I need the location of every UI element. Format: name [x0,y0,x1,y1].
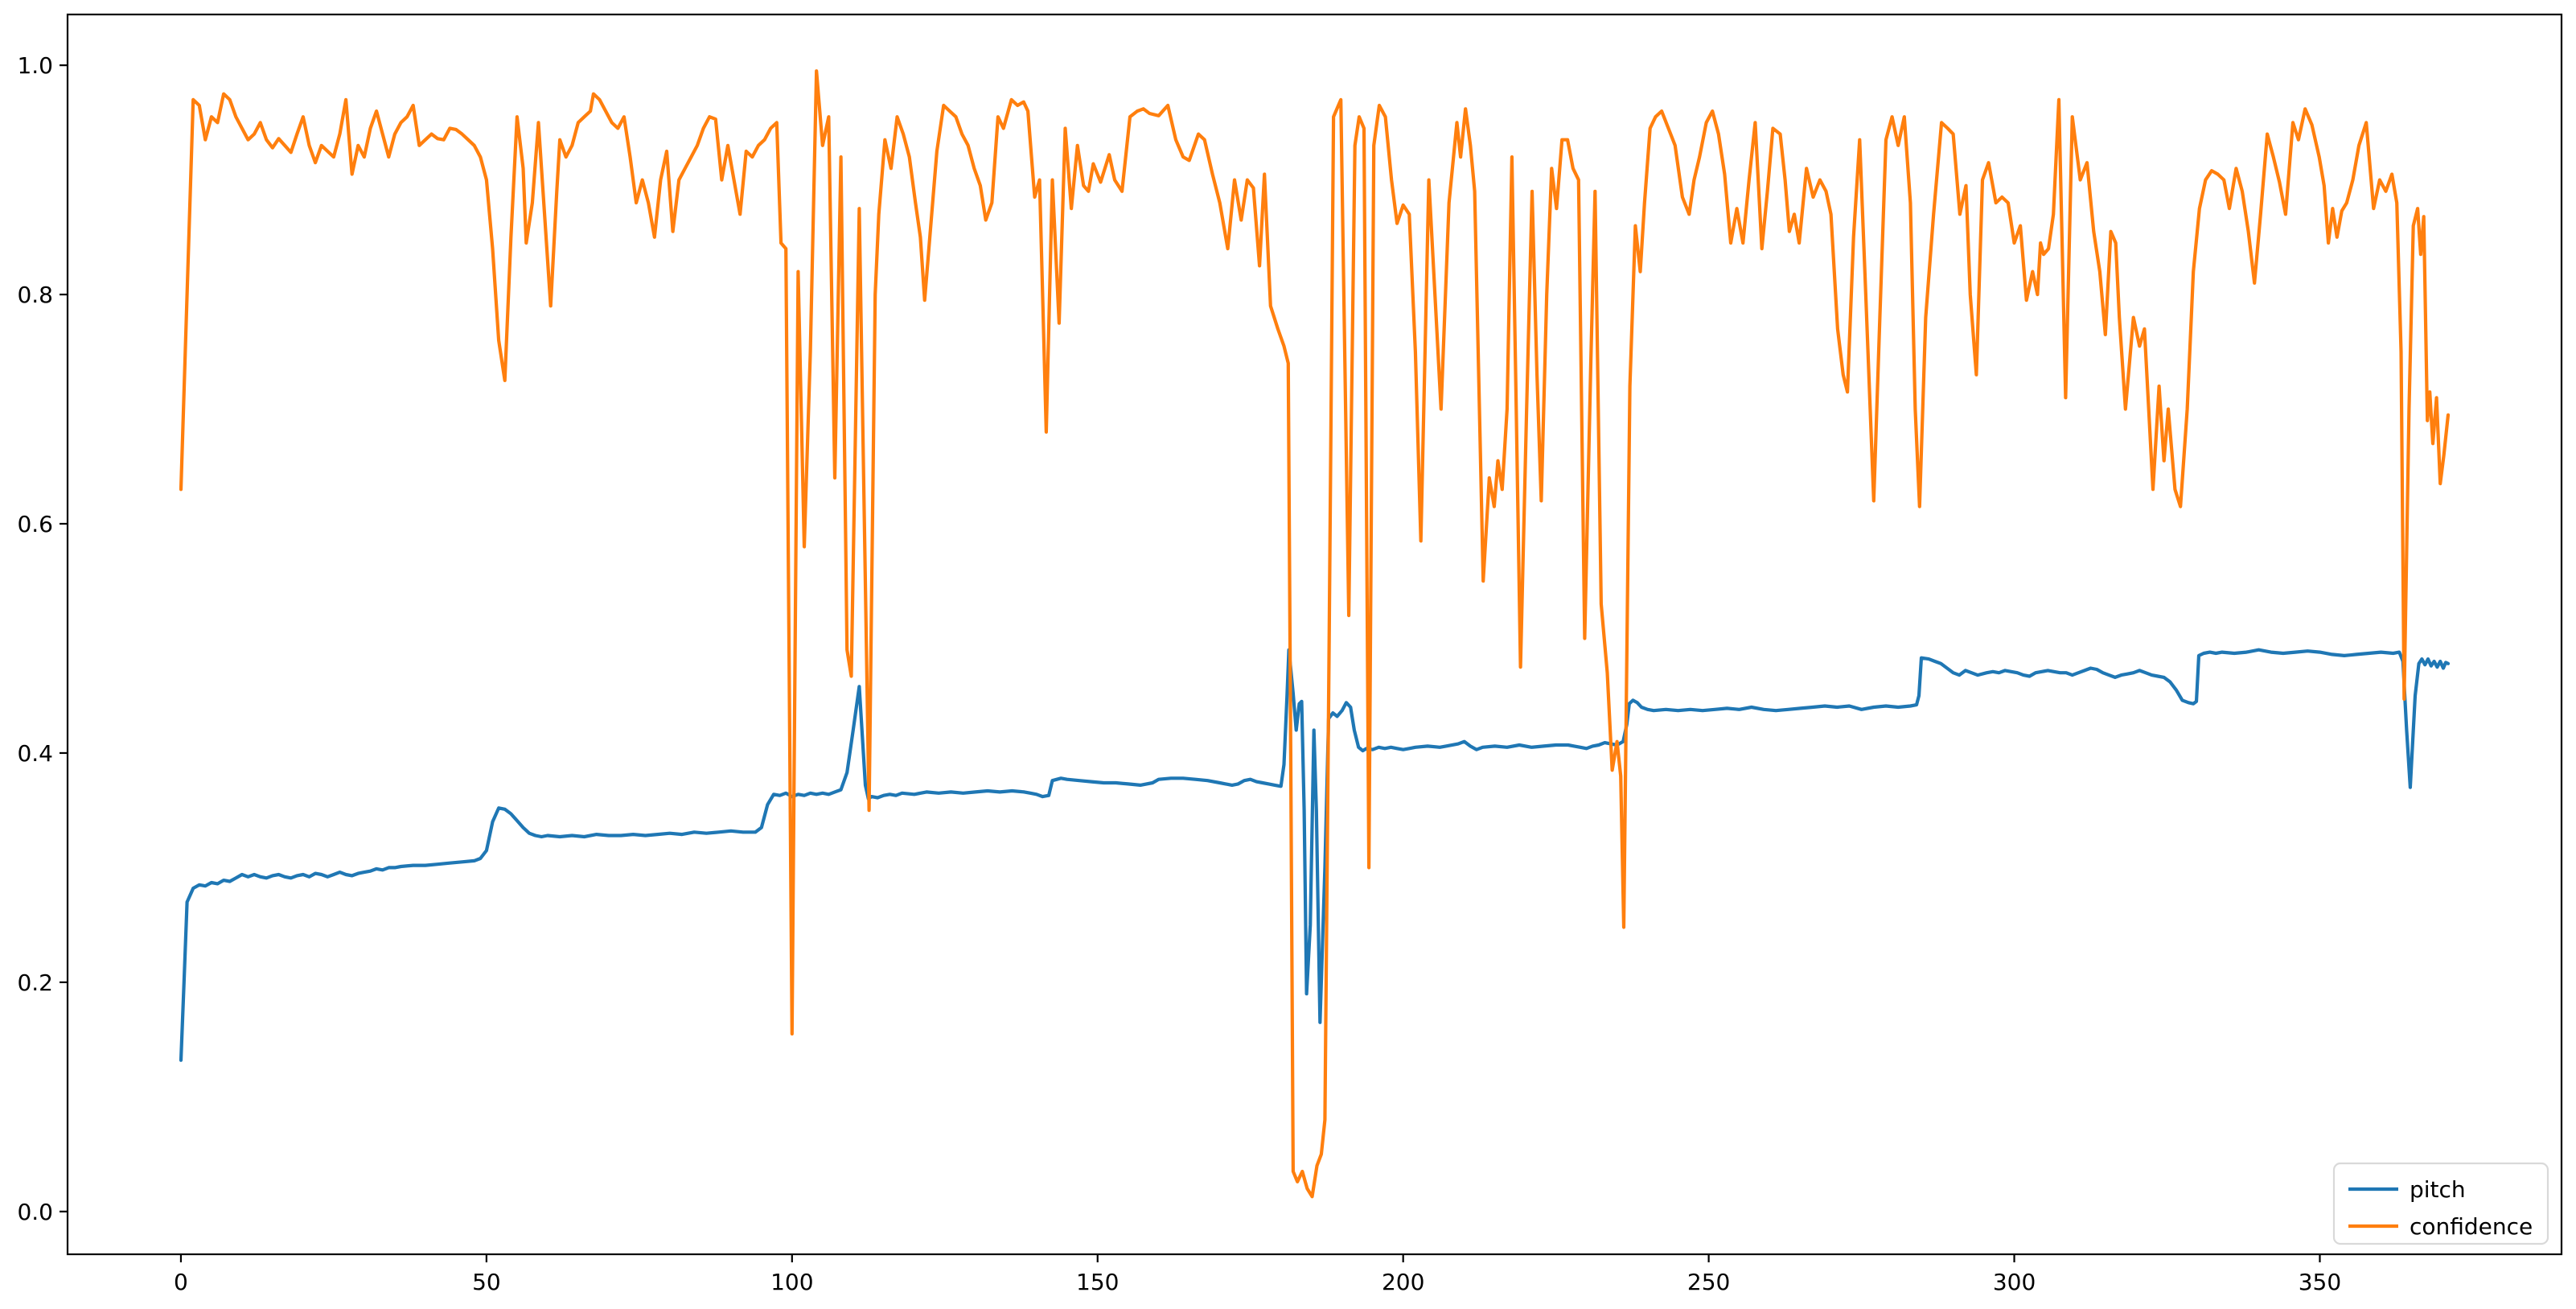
legend-label-confidence: confidence [2410,1213,2533,1240]
x-tick-label: 350 [2299,1269,2341,1295]
x-tick-label: 250 [1687,1269,1730,1295]
x-tick-label: 300 [1993,1269,2036,1295]
x-tick-label: 0 [174,1269,188,1295]
legend-box [2332,1162,2549,1245]
y-tick-label: 0.4 [17,740,53,767]
pitch-line [179,648,2451,1062]
y-tick-label: 0.0 [17,1199,53,1225]
x-tick-label: 150 [1076,1269,1119,1295]
y-tick-label: 1.0 [17,52,53,79]
x-tick-label: 100 [770,1269,813,1295]
confidence-line [179,69,2451,1199]
axes-spines [66,13,2563,1256]
legend-label-pitch: pitch [2410,1176,2466,1203]
plot-area [68,14,2562,1254]
y-tick-label: 0.8 [17,282,53,308]
y-tick-label: 0.2 [17,969,53,996]
x-tick-label: 50 [472,1269,501,1295]
x-tick-label: 200 [1382,1269,1424,1295]
y-tick-label: 0.6 [17,511,53,537]
